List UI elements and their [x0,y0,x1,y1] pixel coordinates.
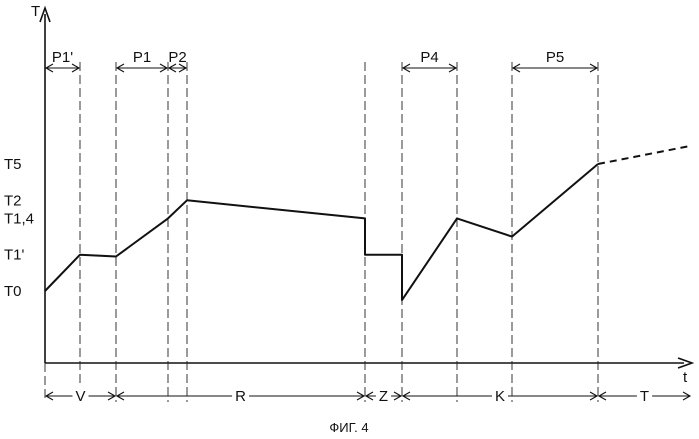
y-axis-label: T [31,3,40,20]
upper-interval-label: P1 [133,49,151,66]
lower-interval-label: R [235,388,246,405]
y-tick-label: T5 [4,156,22,173]
y-tick-label: T0 [4,283,22,300]
temperature-curve-extension [598,146,691,164]
upper-interval-label: P1' [52,49,73,66]
upper-interval-label: P5 [546,49,564,66]
y-tick-label: T2 [4,192,22,209]
y-tick-label: T1' [4,247,25,264]
temperature-curve [45,164,598,300]
y-tick-label: T1,4 [4,210,34,227]
upper-interval-label: P4 [420,49,438,66]
lower-interval-label: V [75,388,85,405]
x-axis-label: t [683,369,688,386]
upper-interval-label: P2 [168,49,186,66]
lower-interval-label: T [640,388,649,405]
lower-interval-label: Z [379,388,388,405]
figure-caption: ФИГ. 4 [329,420,368,435]
lower-interval-label: K [495,388,505,405]
